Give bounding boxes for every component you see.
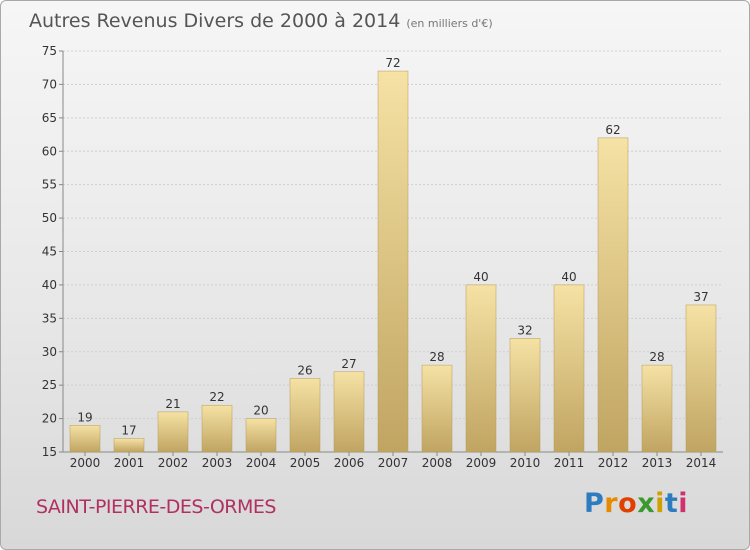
- x-tick-label: 2009: [466, 456, 497, 470]
- data-label: 28: [429, 350, 444, 364]
- unit-note: (en milliers d'€): [406, 17, 493, 30]
- data-label: 72: [385, 56, 400, 70]
- y-tick-label: 60: [42, 144, 57, 158]
- proxiti-logo[interactable]: Proxiti: [584, 488, 689, 519]
- y-tick-label: 15: [42, 445, 57, 459]
- chart-title: Autres Revenus Divers de 2000 à 2014 (en …: [29, 10, 493, 32]
- bar-2001: [113, 438, 145, 453]
- x-tick-label: 2012: [598, 456, 629, 470]
- data-label: 22: [209, 390, 224, 404]
- y-tick-label: 30: [42, 345, 57, 359]
- title-text: Autres Revenus Divers de 2000 à 2014: [29, 10, 401, 32]
- x-tick-label: 2007: [378, 456, 409, 470]
- bar-2014: [685, 304, 717, 453]
- bar-2003: [201, 404, 233, 453]
- y-tick-label: 50: [42, 211, 57, 225]
- y-tick-label: 40: [42, 278, 57, 292]
- bar-2005: [289, 378, 321, 453]
- x-tick-label: 2005: [290, 456, 321, 470]
- data-label: 28: [649, 350, 664, 364]
- data-label: 17: [121, 424, 136, 438]
- label-layer: 19 17 21 22 20 26 27 72 28 40 32 40 62 28 37: [77, 56, 708, 438]
- y-tick-label: 75: [42, 44, 57, 58]
- bar-2007: [377, 70, 409, 453]
- data-label: 32: [517, 323, 532, 337]
- x-tick-label: 2003: [202, 456, 233, 470]
- data-label: 21: [165, 397, 180, 411]
- bar-layer: [69, 70, 717, 453]
- bar-2000: [69, 425, 101, 453]
- x-tick-label: 2010: [510, 456, 541, 470]
- axis-layer: 15 20 25 30 35 40 45 50 55 60 65 70 75 2000 2001 2002 20…: [42, 44, 723, 470]
- y-tick-label: 35: [42, 311, 57, 325]
- x-tick-label: 2014: [686, 456, 717, 470]
- y-tick-label: 45: [42, 245, 57, 259]
- bar-2006: [333, 371, 365, 453]
- y-tick-label: 55: [42, 178, 57, 192]
- x-tick-label: 2004: [246, 456, 277, 470]
- x-tick-label: 2013: [642, 456, 673, 470]
- bar-2002: [157, 411, 189, 453]
- y-tick-label: 70: [42, 77, 57, 91]
- data-label: 40: [561, 270, 576, 284]
- data-label: 26: [297, 363, 312, 377]
- data-label: 19: [77, 410, 92, 424]
- bar-2013: [641, 364, 673, 453]
- bar-2010: [509, 338, 541, 453]
- data-label: 62: [605, 123, 620, 137]
- data-label: 20: [253, 404, 268, 418]
- x-tick-label: 2006: [334, 456, 365, 470]
- bar-2004: [245, 418, 277, 453]
- bar-2008: [421, 364, 453, 453]
- data-label: 27: [341, 357, 356, 371]
- x-tick-label: 2000: [70, 456, 101, 470]
- data-label: 37: [693, 290, 708, 304]
- x-tick-label: 2008: [422, 456, 453, 470]
- x-tick-label: 2002: [158, 456, 189, 470]
- bar-2009: [465, 284, 497, 453]
- x-tick-label: 2011: [554, 456, 585, 470]
- bar-2012: [597, 137, 629, 453]
- town-name: SAINT-PIERRE-DES-ORMES: [36, 496, 276, 518]
- data-label: 40: [473, 270, 488, 284]
- bar-2011: [553, 284, 585, 453]
- x-tick-label: 2001: [114, 456, 145, 470]
- y-tick-label: 65: [42, 111, 57, 125]
- y-tick-label: 25: [42, 378, 57, 392]
- y-tick-label: 20: [42, 412, 57, 426]
